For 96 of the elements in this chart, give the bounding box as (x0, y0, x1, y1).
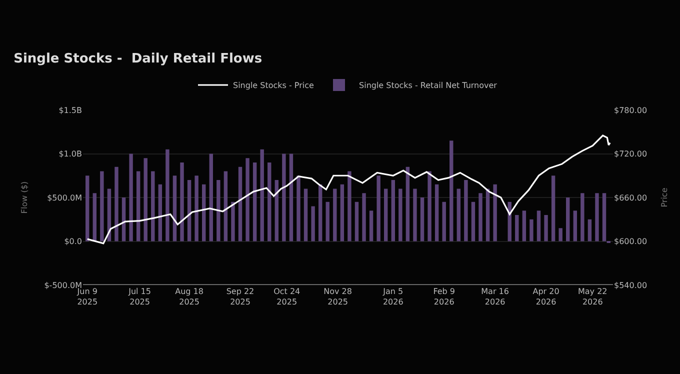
bar (544, 215, 548, 242)
bar (172, 176, 177, 242)
bar (376, 176, 380, 242)
legend-label: Single Stocks - Price (233, 81, 314, 90)
bar (202, 184, 206, 242)
bar (442, 202, 446, 242)
line-series (86, 134, 611, 244)
bar (486, 188, 490, 242)
y-tick-label: $1.5B (58, 106, 82, 115)
x-tick-label: Sep 22 2025 (226, 287, 254, 306)
x-tick-label: Apr 20 2026 (532, 287, 560, 306)
bar (464, 180, 468, 242)
bar (238, 166, 242, 242)
bar (515, 215, 519, 242)
bar (268, 162, 272, 242)
y2-tick-label: $600.00 (614, 237, 648, 246)
bar (187, 180, 192, 242)
bar (450, 140, 454, 242)
bar (478, 193, 482, 242)
bar (86, 176, 90, 242)
bar (274, 180, 279, 242)
y-axis-title: Flow ($) (20, 181, 29, 214)
bar (566, 198, 570, 242)
bar (304, 188, 308, 242)
bar (92, 193, 96, 242)
bar (348, 171, 352, 242)
x-tick-label: Mar 16 2026 (481, 287, 509, 306)
bar (282, 154, 286, 242)
y2-tick-label: $540.00 (614, 280, 648, 290)
bar (158, 184, 162, 242)
bar (522, 210, 526, 242)
x-tick-label: Oct 24 2025 (274, 287, 300, 306)
x-tick-label: Jun 9 2025 (76, 287, 98, 306)
bar (260, 149, 264, 242)
bar (231, 202, 235, 242)
y2-tick-label: $780.00 (614, 106, 648, 115)
bar (129, 154, 133, 242)
bar (354, 202, 359, 242)
bar (573, 210, 577, 242)
bar (580, 193, 584, 242)
bar (252, 162, 257, 242)
x-tick-label: Feb 9 2026 (433, 287, 455, 306)
bar (194, 176, 198, 242)
bar (384, 188, 388, 242)
bar (114, 166, 118, 242)
bar (428, 171, 432, 242)
bar (326, 202, 330, 242)
y-tick-label: $500.0M (47, 193, 82, 202)
y2-axis-title: Price (660, 188, 670, 208)
bar (595, 193, 599, 242)
bar (536, 210, 541, 242)
bar (471, 202, 476, 242)
y-tick-label: $1.0B (58, 150, 82, 159)
chart-title: Single Stocks - Daily Retail Flows (14, 52, 262, 67)
bar (151, 171, 155, 242)
bar (144, 158, 148, 242)
x-tick-label: Jul 15 2025 (128, 287, 151, 306)
bar (588, 219, 592, 242)
bar (551, 176, 556, 242)
bar (209, 154, 213, 242)
y2-tick-label: $660.00 (614, 193, 648, 202)
bar (289, 154, 294, 242)
y-tick-label: $0.0 (64, 237, 82, 246)
bar (420, 198, 424, 242)
bar (100, 171, 104, 242)
x-tick-label: Nov 28 2025 (324, 287, 352, 306)
legend-label: Single Stocks - Retail Net Turnover (359, 81, 498, 90)
bar (180, 162, 184, 242)
bar (530, 219, 534, 242)
bar (340, 184, 344, 242)
bar (166, 149, 170, 242)
bar (216, 180, 220, 242)
bar (246, 158, 250, 242)
x-tick-label: May 22 2026 (578, 287, 608, 306)
bar (493, 184, 497, 242)
bar (602, 193, 606, 242)
bar (122, 198, 126, 242)
bar (296, 176, 300, 242)
x-tick-label: Jan 5 2026 (382, 287, 404, 306)
bar (434, 184, 439, 242)
bar (362, 193, 366, 242)
bar (406, 166, 410, 242)
bar (558, 228, 562, 242)
bar (369, 210, 374, 242)
y-tick-label: $-500.0M (44, 280, 82, 290)
bar (136, 171, 140, 242)
bar (456, 188, 461, 242)
bar (391, 180, 395, 242)
bar (318, 184, 322, 242)
bar (413, 188, 417, 242)
bar (224, 171, 228, 242)
bar (398, 188, 402, 242)
x-tick-label: Aug 18 2025 (175, 287, 204, 306)
bar (311, 206, 315, 242)
y2-tick-label: $720.00 (614, 150, 648, 159)
bar (333, 188, 337, 242)
